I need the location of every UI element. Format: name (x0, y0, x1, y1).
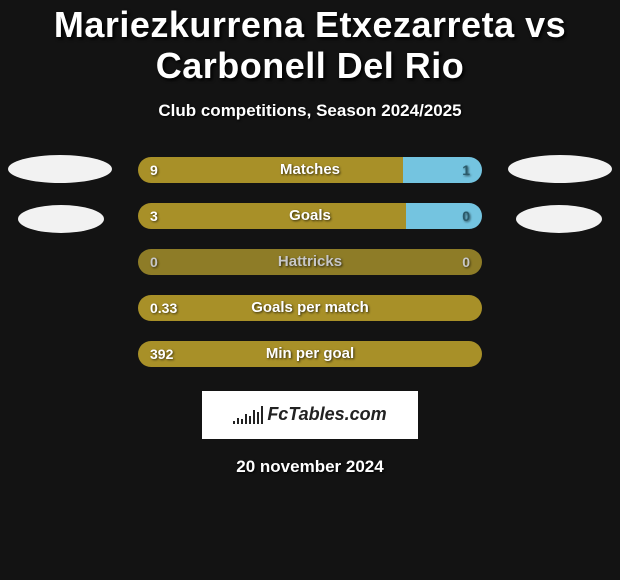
bar-left (138, 203, 406, 229)
logo-text: FcTables.com (267, 404, 386, 425)
bar-area (138, 295, 482, 321)
metric-row: 00Hattricks (0, 249, 620, 279)
chart-icon (233, 406, 263, 424)
bar-area (138, 203, 482, 229)
logo-box: FcTables.com (202, 391, 418, 439)
bar-area (138, 157, 482, 183)
value-right: 1 (462, 157, 470, 183)
date-text: 20 november 2024 (0, 457, 620, 477)
subtitle: Club competitions, Season 2024/2025 (0, 101, 620, 121)
player-oval-left (18, 205, 104, 233)
value-left: 0.33 (150, 295, 177, 321)
player-oval-right (508, 155, 612, 183)
value-right: 0 (462, 249, 470, 275)
value-right: 0 (462, 203, 470, 229)
bar-left (138, 295, 482, 321)
player-oval-left (8, 155, 112, 183)
metric-row: 0.33Goals per match (0, 295, 620, 325)
bar-right (406, 203, 482, 229)
value-left: 3 (150, 203, 158, 229)
comparison-rows: 91Matches30Goals00Hattricks0.33Goals per… (0, 157, 620, 371)
bar-left (138, 157, 403, 183)
player-oval-right (516, 205, 602, 233)
bar-area (138, 249, 482, 275)
value-left: 392 (150, 341, 173, 367)
metric-row: 30Goals (0, 203, 620, 233)
metric-row: 91Matches (0, 157, 620, 187)
value-left: 0 (150, 249, 158, 275)
bar-right (403, 157, 482, 183)
bar-area (138, 341, 482, 367)
bar-left (138, 341, 482, 367)
value-left: 9 (150, 157, 158, 183)
page-title: Mariezkurrena Etxezarreta vs Carbonell D… (0, 0, 620, 87)
metric-row: 392Min per goal (0, 341, 620, 371)
